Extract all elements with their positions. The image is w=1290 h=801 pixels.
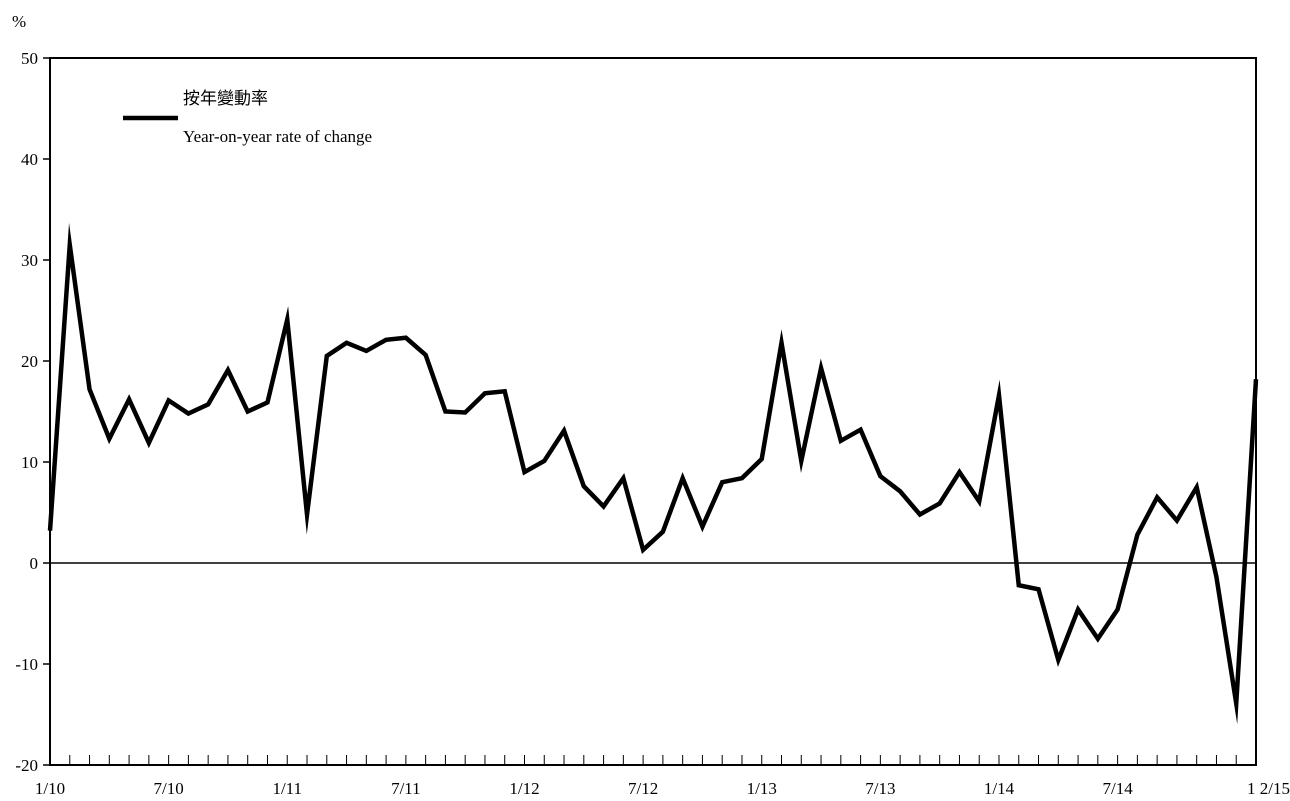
x-tick-label: 7/11 (391, 779, 421, 798)
y-tick-label: 40 (21, 150, 38, 169)
x-tick-label: 1/11 (272, 779, 302, 798)
x-tick-label: 1/12 (509, 779, 539, 798)
y-tick-label: -10 (15, 655, 38, 674)
x-tick-label: 1 2/15 (1247, 779, 1290, 798)
x-tick-label: 1/10 (35, 779, 65, 798)
y-tick-label: 50 (21, 49, 38, 68)
x-axis-ticks: 1/10 7/10 1/11 7/11 1/12 7/12 1/13 7/13 1/14 7/14… (35, 755, 1290, 798)
y-tick-label: 10 (21, 453, 38, 472)
y-tick-label: 0 (30, 554, 39, 573)
y-axis-ticks: 50 40 30 20 10 0 -10 -20 (15, 49, 50, 775)
x-tick-label: 7/13 (865, 779, 895, 798)
x-tick-label: 1/14 (984, 779, 1015, 798)
x-tick-label: 7/14 (1102, 779, 1133, 798)
legend: 按年變動率 Year-on-year rate of change (123, 89, 372, 146)
y-tick-label: -20 (15, 756, 38, 775)
legend-label-zh: 按年變動率 (183, 89, 268, 108)
y-tick-label: 20 (21, 352, 38, 371)
y-tick-label: 30 (21, 251, 38, 270)
y-axis-unit-label: % (12, 12, 26, 31)
plot-area-frame (49, 57, 1257, 766)
x-tick-label: 7/12 (628, 779, 658, 798)
x-tick-label: 1/13 (747, 779, 777, 798)
legend-label-en: Year-on-year rate of change (183, 127, 372, 146)
series-line-year-on-year (47, 222, 1259, 725)
x-tick-label: 7/10 (154, 779, 184, 798)
